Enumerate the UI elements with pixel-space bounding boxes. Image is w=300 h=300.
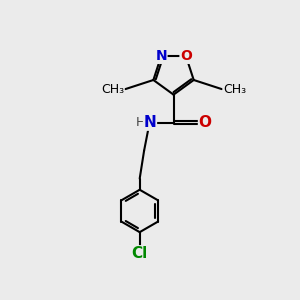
Text: CH₃: CH₃ xyxy=(223,82,246,96)
Text: N: N xyxy=(155,49,167,63)
Text: O: O xyxy=(199,115,212,130)
Text: CH₃: CH₃ xyxy=(101,82,124,96)
Text: O: O xyxy=(180,49,192,63)
Text: Cl: Cl xyxy=(132,246,148,261)
Text: N: N xyxy=(144,115,156,130)
Text: H: H xyxy=(136,116,145,129)
